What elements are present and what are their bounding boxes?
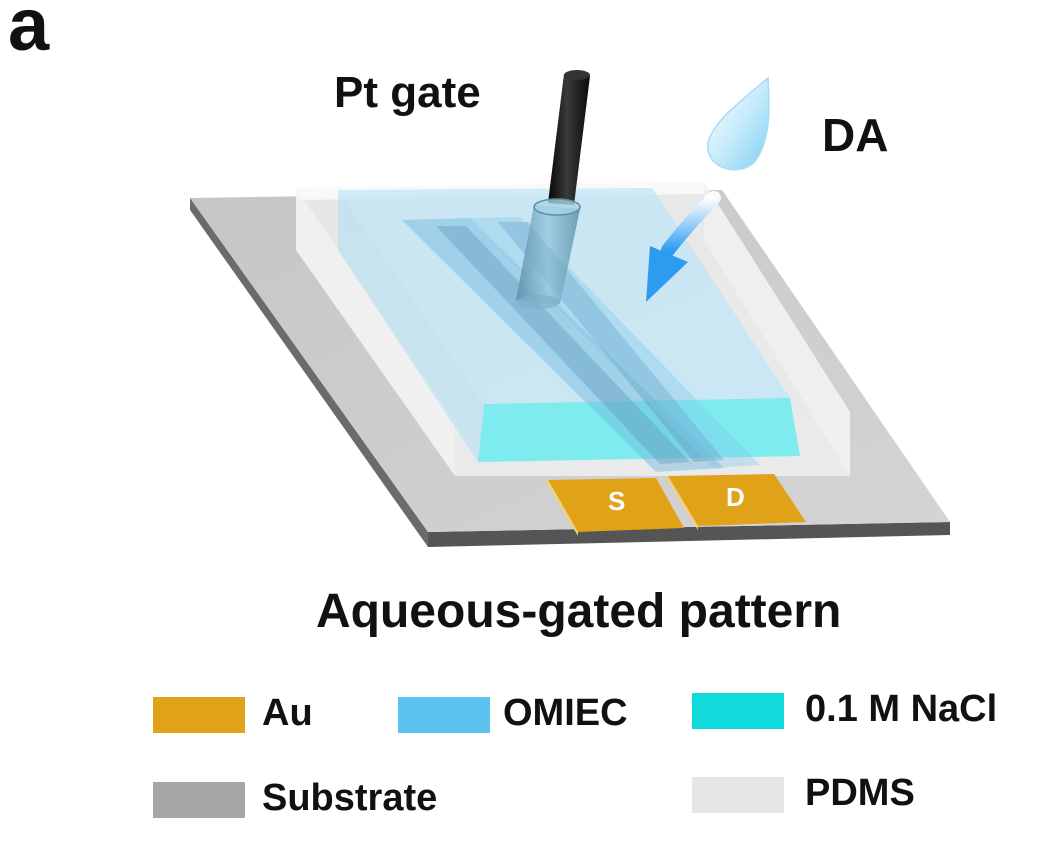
source-label: S: [608, 486, 626, 516]
pt-gate: [516, 70, 590, 309]
legend-swatch-omiec: [398, 697, 490, 733]
legend-label-nacl: 0.1 M NaCl: [805, 688, 998, 730]
drain-electrode: [666, 474, 806, 530]
legend-label-pdms: PDMS: [805, 772, 915, 814]
panel-label: a: [8, 0, 50, 66]
analyte-label: DA: [822, 109, 889, 161]
gate-label: Pt gate: [334, 68, 481, 117]
source-electrode: [546, 478, 684, 536]
legend-swatch-nacl: [692, 693, 784, 729]
arrow-icon: [646, 191, 721, 302]
legend-label-omiec: OMIEC: [503, 692, 628, 734]
legend-label-au: Au: [262, 692, 313, 734]
droplet-icon: [707, 76, 770, 171]
legend-swatch-substrate: [153, 782, 245, 818]
legend-label-substrate: Substrate: [262, 777, 438, 819]
caption: Aqueous-gated pattern: [316, 585, 842, 638]
drain-label: D: [726, 482, 745, 512]
legend-swatch-pdms: [692, 777, 784, 813]
legend-swatch-au: [153, 697, 245, 733]
